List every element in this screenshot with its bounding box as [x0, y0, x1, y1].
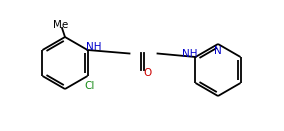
Text: O: O	[143, 69, 152, 78]
Text: Cl: Cl	[84, 81, 95, 91]
Text: Me: Me	[53, 20, 69, 30]
Text: N: N	[214, 46, 222, 56]
Text: NH: NH	[182, 49, 197, 59]
Text: NH: NH	[86, 42, 101, 52]
